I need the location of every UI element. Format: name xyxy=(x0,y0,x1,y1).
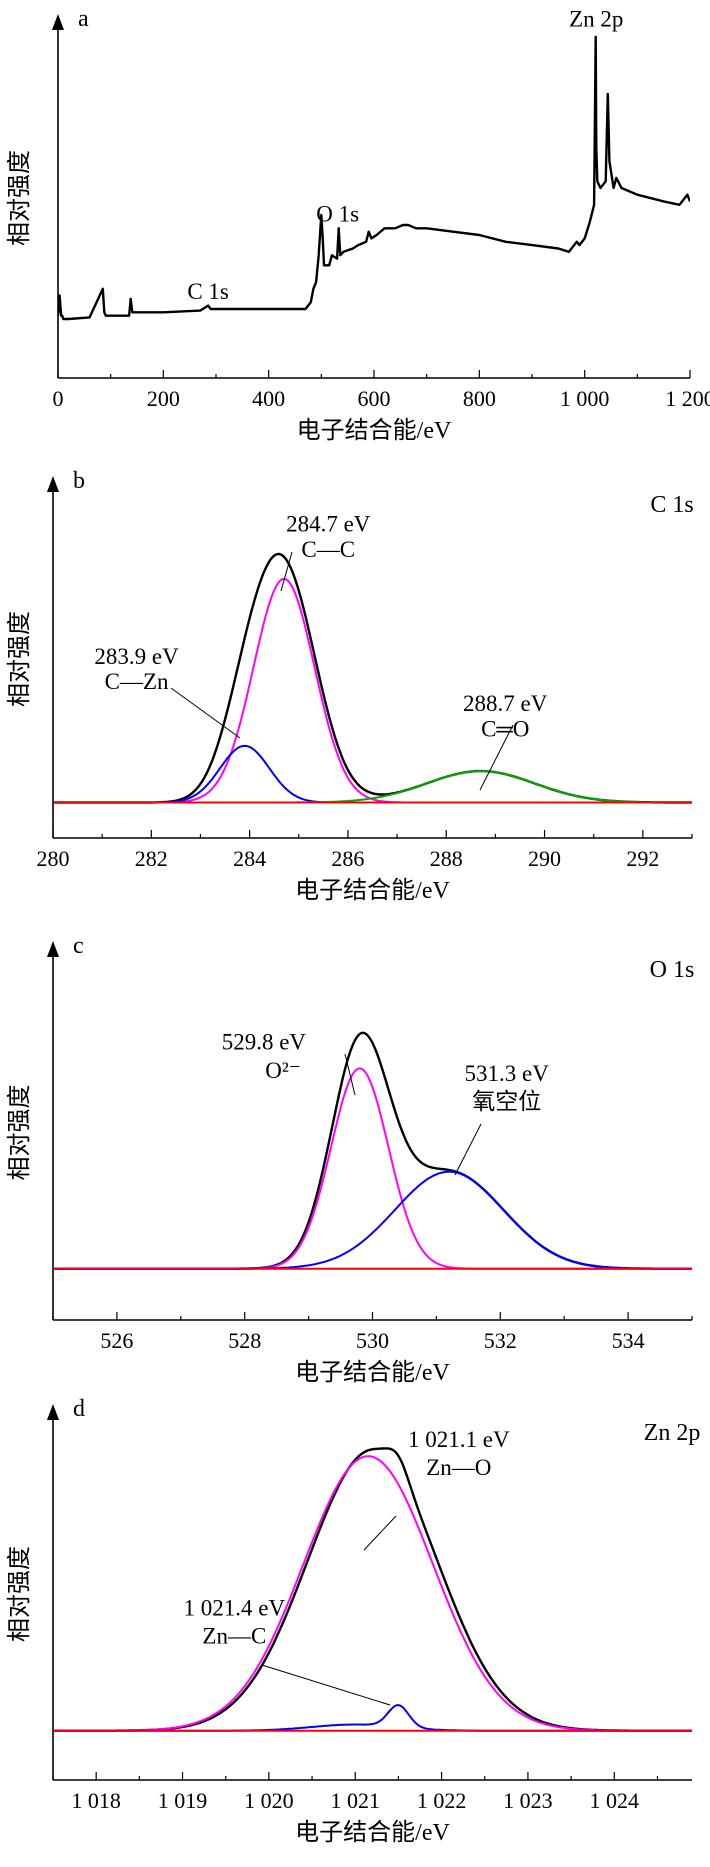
panel-title: C 1s xyxy=(650,492,693,518)
x-tick-label: 1 018 xyxy=(71,1788,121,1813)
x-tick-label: 200 xyxy=(147,386,180,411)
x-tick-label: 530 xyxy=(356,1328,389,1353)
series-line xyxy=(53,1704,692,1732)
x-tick-label: 284 xyxy=(233,846,266,871)
chart-panel-a: 0 200 400 600 800 1 000 1 200 电子结合能/eV 相对强度 a C 1s… xyxy=(6,6,710,444)
annotation-leader-line xyxy=(344,1053,356,1096)
x-tick-label: 1 020 xyxy=(244,1788,294,1813)
panel-title: O 1s xyxy=(650,957,695,983)
annotation-leader-line xyxy=(170,687,241,739)
series-line xyxy=(53,1170,692,1270)
x-tick-label: 1 000 xyxy=(560,386,610,411)
x-tick-label: 1 200 xyxy=(665,386,710,411)
peak-annotation: Zn—C xyxy=(202,1623,266,1648)
peak-annotation: C═O xyxy=(481,716,529,741)
panel-letter: c xyxy=(73,933,84,959)
x-tick-label: 1 019 xyxy=(158,1788,208,1813)
peak-annotation: 284.7 eV xyxy=(286,512,371,537)
chart-panel-b: 280 282 284 286 288 290 292 电子结合能/eV 相对强度 b C 1s 28… xyxy=(6,468,694,904)
annotation-leader-line xyxy=(280,551,293,592)
x-tick-label: 600 xyxy=(358,386,391,411)
series-line xyxy=(53,1447,692,1732)
y-axis-label: 相对强度 xyxy=(6,1546,33,1642)
peak-annotation: 氧空位 xyxy=(472,1089,541,1114)
panel-letter: b xyxy=(73,468,85,494)
y-axis-arrow xyxy=(52,14,64,30)
x-tick-label: 0 xyxy=(53,386,64,411)
series-line xyxy=(58,35,690,321)
x-tick-label: 532 xyxy=(484,1328,517,1353)
x-tick-label: 534 xyxy=(612,1328,645,1353)
y-axis-arrow xyxy=(47,476,59,492)
peak-annotation: C—C xyxy=(301,537,355,562)
peak-annotation: 531.3 eV xyxy=(465,1061,550,1086)
y-axis-label: 相对强度 xyxy=(6,150,33,246)
x-tick-label: 1 023 xyxy=(503,1788,553,1813)
peak-annotation: C 1s xyxy=(187,279,229,304)
chart-panel-d: 1 018 1 019 1 020 1 021 1 022 1 023 1 024 电子结合能… xyxy=(6,1396,700,1846)
x-tick-label: 282 xyxy=(135,846,168,871)
x-axis-label: 电子结合能/eV xyxy=(295,1359,450,1386)
x-tick-label: 286 xyxy=(331,846,364,871)
y-axis-arrow xyxy=(47,1404,59,1420)
peak-annotation: 288.7 eV xyxy=(463,691,548,716)
series-line xyxy=(53,1455,692,1732)
annotation-leader-line xyxy=(479,724,514,791)
peak-annotation: Zn 2p xyxy=(569,7,623,32)
series-line xyxy=(53,1067,692,1270)
x-tick-label: 1 021 xyxy=(330,1788,380,1813)
peak-annotation: O 1s xyxy=(316,202,359,227)
x-tick-label: 1 022 xyxy=(417,1788,467,1813)
x-tick-label: 528 xyxy=(228,1328,261,1353)
x-axis-label: 电子结合能/eV xyxy=(297,417,452,444)
peak-annotation: 283.9 eV xyxy=(94,644,179,669)
x-tick-label: 290 xyxy=(528,846,561,871)
y-axis-label: 相对强度 xyxy=(6,1085,33,1181)
y-axis-label: 相对强度 xyxy=(6,611,33,707)
peak-annotation: C—Zn xyxy=(105,669,169,694)
x-tick-label: 526 xyxy=(100,1328,133,1353)
x-tick-label: 800 xyxy=(463,386,496,411)
peak-annotation: 1 021.1 eV xyxy=(408,1427,510,1452)
x-tick-label: 292 xyxy=(626,846,659,871)
panel-letter: a xyxy=(78,6,89,32)
peak-annotation: 1 021.4 eV xyxy=(184,1595,286,1620)
panel-letter: d xyxy=(73,1396,85,1422)
x-axis-label: 电子结合能/eV xyxy=(295,877,450,904)
panel-title: Zn 2p xyxy=(644,1420,701,1446)
x-tick-label: 280 xyxy=(37,846,70,871)
x-axis-label: 电子结合能/eV xyxy=(295,1819,450,1846)
annotation-leader-line xyxy=(454,1123,482,1176)
peak-annotation: O²⁻ xyxy=(265,1058,301,1083)
y-axis-arrow xyxy=(47,941,59,957)
annotation-leader-line xyxy=(363,1515,397,1551)
annotation-leader-line xyxy=(261,1664,391,1706)
peak-annotation: 529.8 eV xyxy=(222,1030,307,1055)
x-tick-label: 1 024 xyxy=(590,1788,640,1813)
x-tick-label: 288 xyxy=(430,846,463,871)
chart-panel-c: 526 528 530 532 534 电子结合能/eV 相对强度 c O 1s 529.8 eV… xyxy=(6,933,694,1386)
peak-annotation: Zn—O xyxy=(426,1455,491,1480)
x-tick-label: 400 xyxy=(252,386,285,411)
series-line xyxy=(53,770,692,804)
